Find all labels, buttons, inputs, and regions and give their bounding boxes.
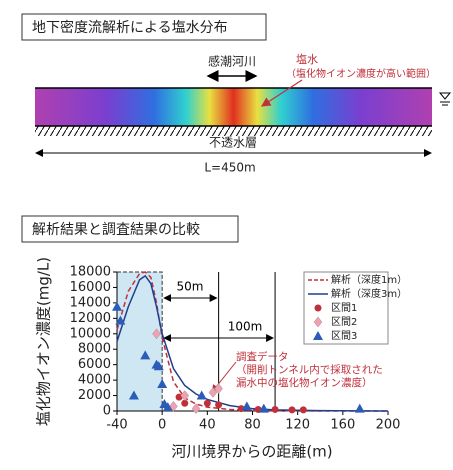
y-tick-label: 10000 bbox=[70, 326, 111, 341]
point bbox=[300, 406, 307, 413]
legend-label: 解析（深度1m） bbox=[331, 273, 407, 286]
point bbox=[272, 406, 279, 413]
chart-title: 解析結果と調査結果の比較 bbox=[32, 222, 200, 238]
point bbox=[215, 401, 222, 408]
length-label: L=450m bbox=[204, 161, 255, 175]
annotation: 漏水中の塩化物イオン濃度） bbox=[236, 376, 373, 389]
x-tick-label: 200 bbox=[376, 418, 401, 433]
point bbox=[355, 404, 365, 413]
x-tick-label: 160 bbox=[330, 418, 355, 433]
y-tick-label: 16000 bbox=[70, 280, 111, 295]
legend-label: 解析（深度3m） bbox=[331, 287, 407, 300]
legend-swatch bbox=[315, 305, 322, 312]
x-tick-label: 80 bbox=[244, 418, 261, 433]
point bbox=[289, 406, 296, 413]
y-tick-label: 2000 bbox=[78, 388, 111, 403]
legend-label: 区間1 bbox=[331, 302, 357, 314]
diagram-title: 地下密度流解析による塩水分布 bbox=[32, 19, 228, 36]
legend-label: 区間2 bbox=[331, 316, 357, 328]
point bbox=[204, 400, 211, 407]
salt-label: 塩水 bbox=[296, 52, 318, 66]
legend-label: 区間3 bbox=[331, 330, 357, 342]
annotation: （開削トンネル内で採取された bbox=[236, 363, 383, 376]
river-label: 感潮河川 bbox=[208, 54, 256, 69]
annotation: 100m bbox=[228, 320, 263, 334]
x-tick-label: 120 bbox=[285, 418, 310, 433]
water-symbol bbox=[440, 93, 450, 105]
x-tick-label: -40 bbox=[106, 418, 127, 433]
x-tick-label: 0 bbox=[158, 418, 166, 433]
y-tick-label: 18000 bbox=[70, 265, 111, 280]
page: 地下密度流解析による塩水分布 感潮河川 塩水 （塩化物イオン濃度が高い範囲） 不… bbox=[0, 0, 453, 466]
y-tick-label: 14000 bbox=[70, 295, 111, 310]
point bbox=[242, 401, 252, 410]
y-tick-label: 8000 bbox=[78, 342, 111, 357]
impermeable bbox=[35, 126, 432, 136]
base-label: 不透水層 bbox=[209, 136, 257, 150]
annotation: 調査データ bbox=[236, 350, 289, 363]
annotation: 50m bbox=[177, 280, 204, 294]
salt-field bbox=[35, 88, 432, 126]
salt-note: （塩化物イオン濃度が高い範囲） bbox=[286, 67, 436, 80]
shade bbox=[117, 272, 162, 411]
chart: 0200040006000800010000120001400016000180… bbox=[35, 257, 408, 461]
y-axis-label: 塩化物イオン濃度(mg/L) bbox=[35, 257, 53, 426]
y-tick-label: 12000 bbox=[70, 311, 111, 326]
y-tick-label: 6000 bbox=[78, 357, 111, 372]
y-tick-label: 4000 bbox=[78, 373, 111, 388]
x-axis-label: 河川境界からの距離(m) bbox=[171, 443, 332, 461]
y-tick-label: 0 bbox=[103, 404, 111, 419]
x-tick-label: 40 bbox=[199, 418, 216, 433]
